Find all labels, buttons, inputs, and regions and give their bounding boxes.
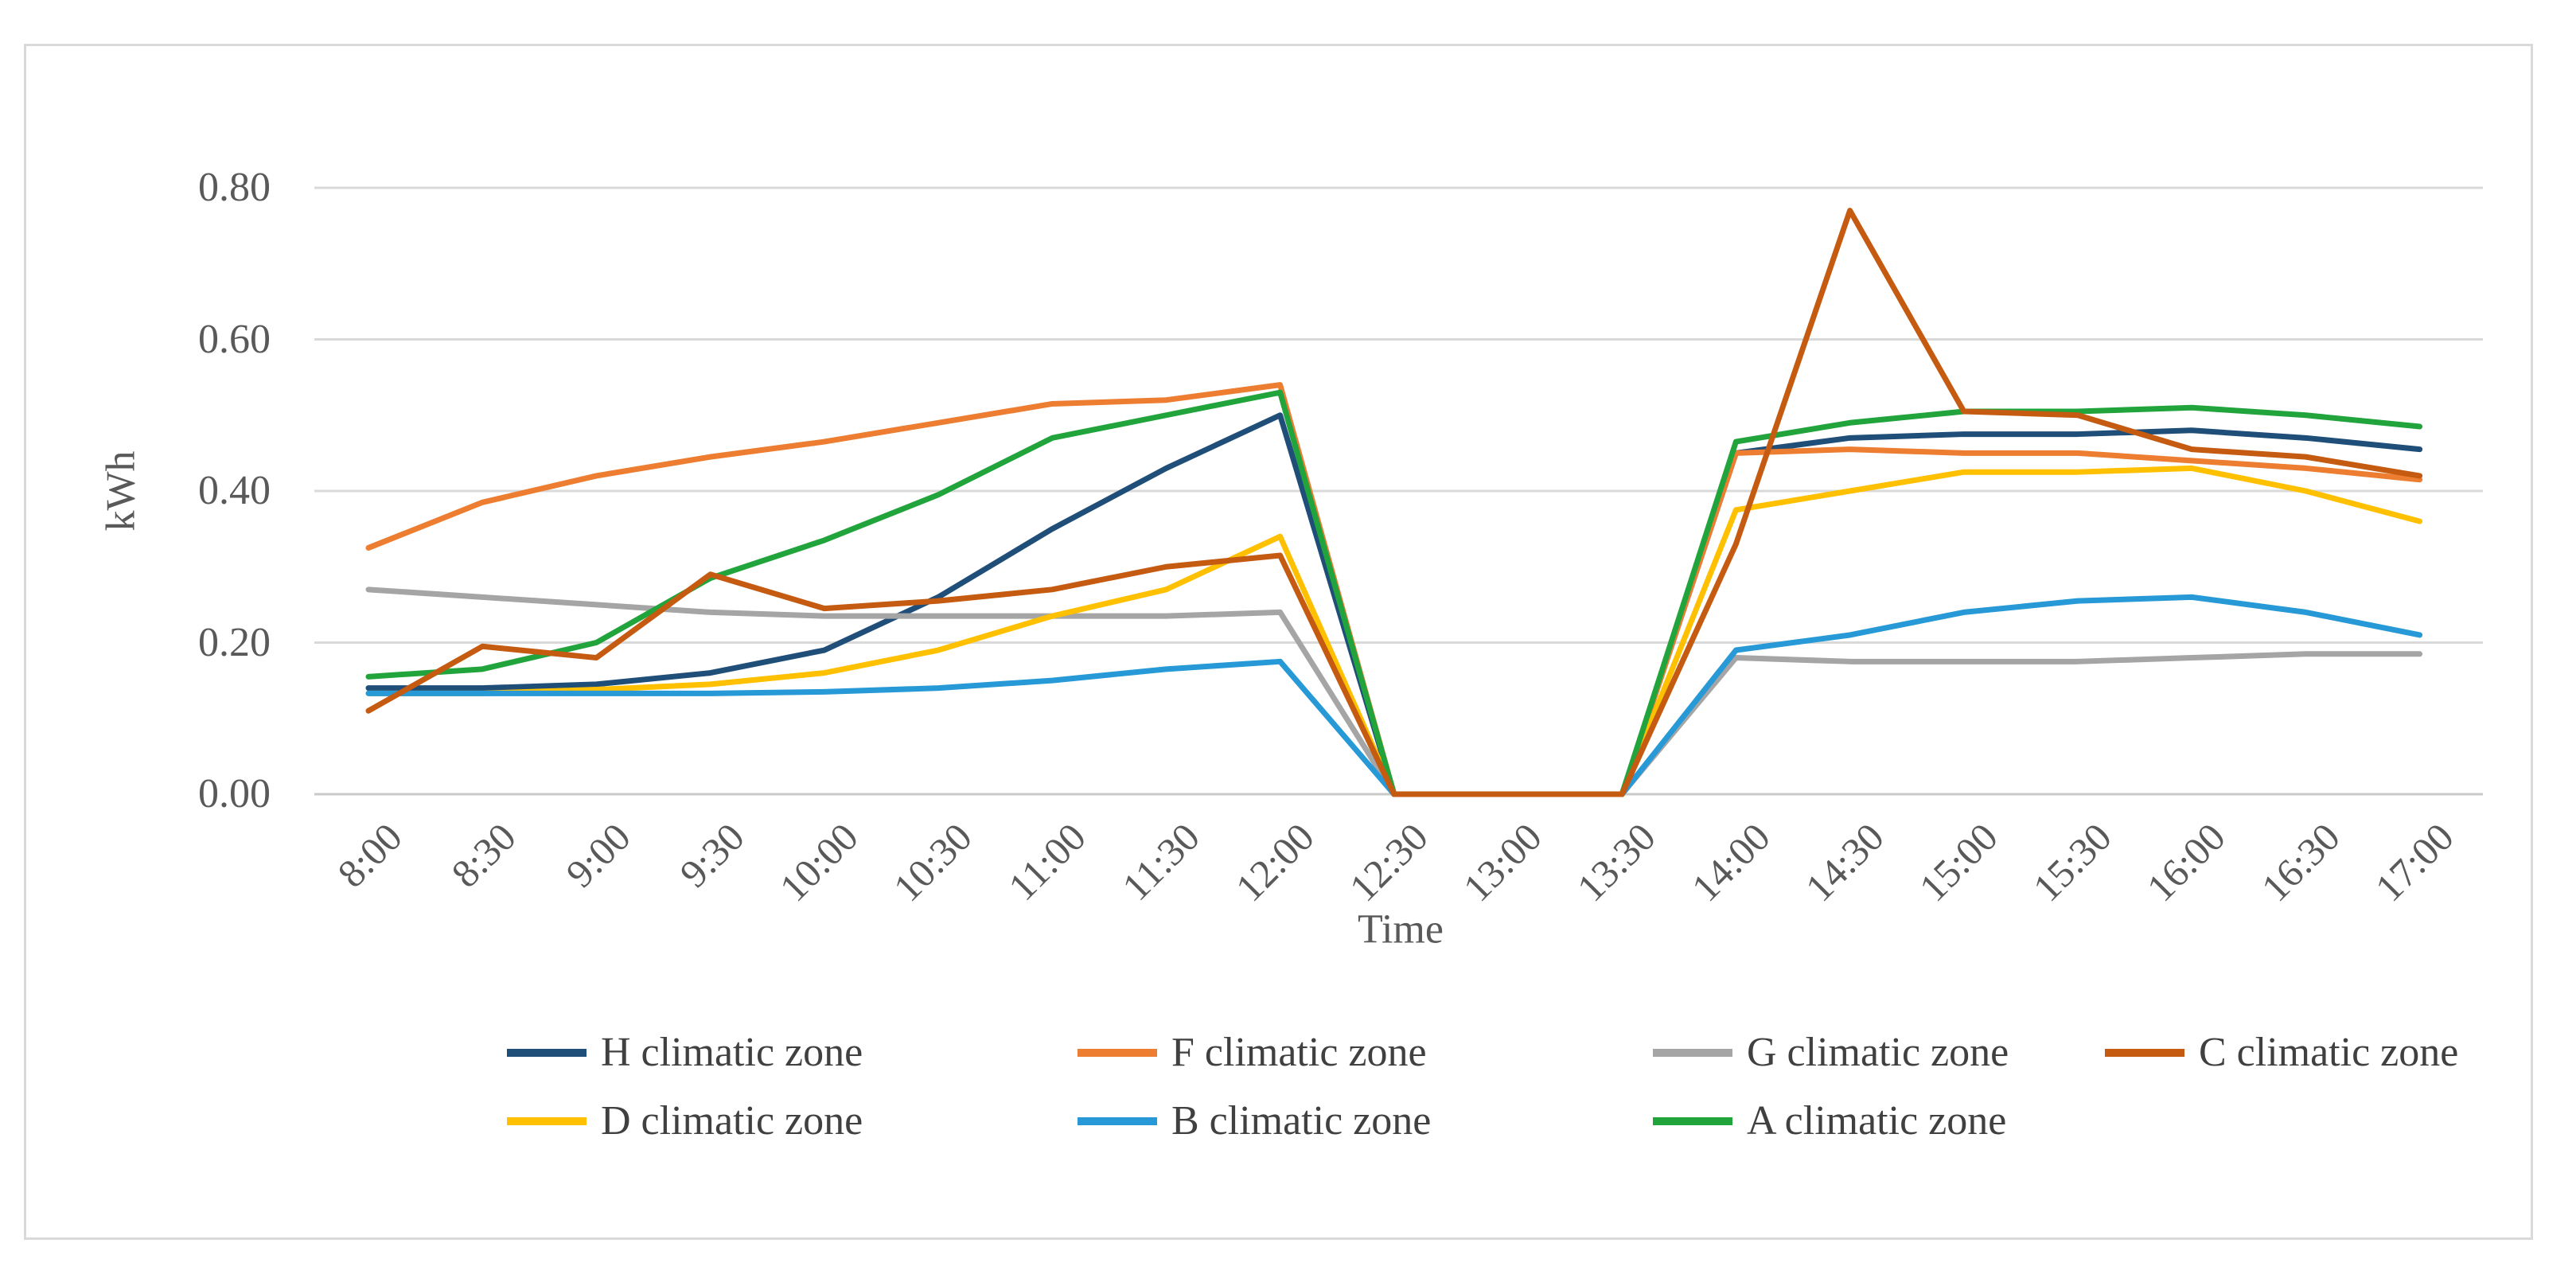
legend-label: B climatic zone <box>1171 1098 1432 1144</box>
legend-label: F climatic zone <box>1171 1030 1427 1075</box>
y-tick-label: 0.60 <box>198 316 271 362</box>
gridlines <box>314 186 2483 796</box>
y-tick-label: 0.40 <box>198 468 271 513</box>
legend-label: C climatic zone <box>2199 1030 2459 1075</box>
y-tick-label: 0.00 <box>198 771 271 816</box>
y-axis-title: kWh <box>98 450 144 532</box>
legend-label: G climatic zone <box>1747 1030 2009 1075</box>
legend-swatch-icon <box>1078 1117 1157 1125</box>
y-tick-label: 0.20 <box>198 619 271 665</box>
legend-item-b: B climatic zone <box>1078 1097 1431 1146</box>
legend-swatch-icon <box>1653 1117 1732 1125</box>
y-tick-label: 0.80 <box>198 165 271 210</box>
series-line-b <box>365 594 2423 797</box>
legend-swatch-icon <box>1653 1049 1732 1057</box>
legend-label: H climatic zone <box>601 1030 863 1075</box>
legend-swatch-icon <box>507 1117 587 1125</box>
legend-swatch-icon <box>2105 1049 2184 1057</box>
legend-label: D climatic zone <box>601 1098 863 1144</box>
series-line-d <box>365 465 2423 797</box>
series-line-c <box>365 208 2423 797</box>
legend-item-c: C climatic zone <box>2105 1028 2458 1077</box>
legend-label: A climatic zone <box>1747 1098 2007 1144</box>
legend-item-a: A climatic zone <box>1653 1097 2006 1146</box>
legend-swatch-icon <box>1078 1049 1157 1057</box>
legend-swatch-icon <box>507 1049 587 1057</box>
series-line-f <box>365 382 2423 797</box>
legend-item-f: F climatic zone <box>1078 1028 1427 1077</box>
legend-item-d: D climatic zone <box>507 1097 863 1146</box>
legend-item-g: G climatic zone <box>1653 1028 2009 1077</box>
legend-item-h: H climatic zone <box>507 1028 863 1077</box>
x-axis-title: Time <box>1358 906 1444 953</box>
